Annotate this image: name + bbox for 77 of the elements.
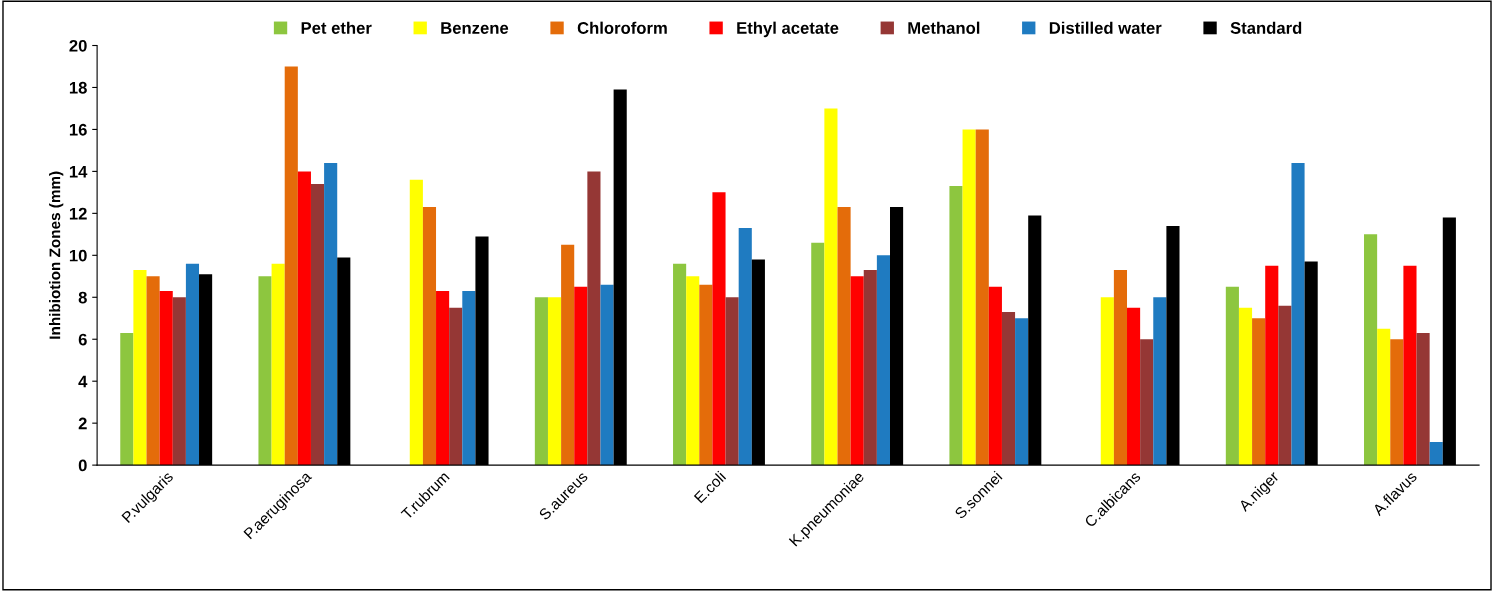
- bar: [837, 207, 851, 466]
- bar: [284, 66, 298, 466]
- bar: [850, 276, 864, 466]
- bar: [712, 192, 726, 466]
- y-tick-label: 16: [69, 123, 87, 136]
- bar: [1390, 339, 1404, 466]
- bar: [949, 186, 963, 466]
- bar: [547, 297, 562, 466]
- y-tick-label: 10: [69, 249, 87, 262]
- bar: [172, 297, 186, 466]
- bar: [600, 284, 614, 466]
- bar: [725, 297, 739, 466]
- bar: [1127, 307, 1141, 466]
- bar: [1015, 318, 1029, 466]
- bar: [824, 108, 838, 466]
- bar: [673, 263, 687, 466]
- y-tick-label: 4: [78, 375, 88, 388]
- bar: [1140, 339, 1154, 466]
- legend-label: Ethyl acetate: [737, 21, 839, 38]
- y-tick-label: 0: [78, 459, 87, 472]
- bar: [1113, 270, 1128, 466]
- bar: [120, 332, 134, 466]
- bar: [159, 290, 173, 466]
- bar: [962, 129, 976, 466]
- bar: [1278, 305, 1292, 466]
- bar: [811, 242, 825, 466]
- legend-label: Distilled water: [1049, 21, 1162, 34]
- bar: [436, 290, 450, 466]
- bar: [185, 263, 200, 466]
- bar: [1265, 265, 1279, 466]
- bar: [324, 163, 338, 466]
- bar: [1403, 265, 1417, 466]
- bar: [863, 270, 877, 466]
- bar: [422, 207, 437, 466]
- y-tick-label: 18: [69, 81, 87, 94]
- bar: [534, 297, 548, 466]
- bar: [1225, 286, 1239, 466]
- bar: [310, 183, 325, 466]
- y-tick-label: 8: [78, 291, 87, 304]
- bar: [1364, 234, 1378, 466]
- bar: [876, 255, 890, 466]
- y-tick-label: 6: [78, 333, 87, 346]
- bar: [1001, 311, 1016, 466]
- legend-label: Benzene: [441, 22, 509, 34]
- y-tick-label: 2: [78, 417, 87, 430]
- legend-label: Pet ether: [301, 21, 372, 34]
- bar: [1291, 163, 1305, 466]
- bar: [258, 276, 272, 466]
- y-tick-label: 20: [69, 39, 87, 52]
- bar: [1429, 442, 1443, 466]
- bar: [409, 179, 423, 466]
- bar: [1377, 328, 1391, 466]
- bar: [449, 307, 463, 466]
- bar: [738, 228, 752, 466]
- bar: [561, 244, 575, 466]
- legend-label: Chloroform: [577, 21, 667, 34]
- bar: [462, 290, 476, 466]
- bar: [1100, 297, 1114, 466]
- bar: [1153, 297, 1167, 466]
- bar: [146, 276, 160, 466]
- bar: [574, 286, 588, 466]
- bar: [975, 129, 989, 466]
- bar: [1416, 332, 1430, 466]
- y-tick-label: 14: [69, 165, 88, 178]
- bar: [133, 270, 147, 466]
- bar: [297, 171, 311, 466]
- legend-label: Methanol: [908, 21, 980, 34]
- bar: [587, 171, 601, 466]
- legend-label: Standard: [1230, 21, 1302, 34]
- y-tick-label: 12: [69, 207, 87, 220]
- bar: [1238, 307, 1253, 466]
- bar: [271, 263, 285, 466]
- y-axis-title: Inhibiotion Zones (mm): [49, 171, 64, 339]
- bar: [988, 286, 1002, 466]
- bar: [699, 284, 713, 466]
- bar: [1252, 318, 1266, 466]
- bar: [686, 276, 700, 466]
